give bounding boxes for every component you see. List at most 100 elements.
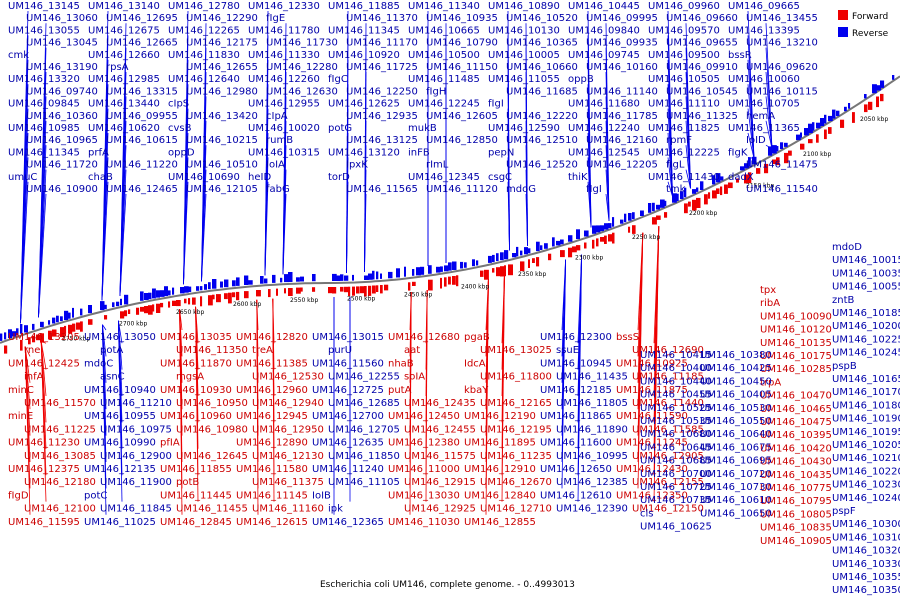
forward-leader-line: [24, 346, 31, 357]
reverse-leader-line: [667, 181, 673, 197]
reverse-gene-block: [236, 277, 240, 286]
reverse-gene-block: [120, 298, 122, 306]
forward-gene-block: [20, 339, 23, 351]
reverse-gene-label: UM146_11370: [346, 13, 418, 24]
reverse-gene-block: [8, 329, 12, 338]
reverse-gene-block: [656, 204, 661, 210]
reverse-leader-line: [685, 120, 691, 189]
map-caption: Escherichia coli UM146, complete genome.…: [320, 580, 575, 590]
reverse-gene-label: UM146_10685: [640, 456, 712, 467]
reverse-gene-block: [260, 276, 264, 284]
reverse-gene-label: UM146_12205: [586, 160, 658, 171]
reverse-gene-block: [12, 331, 16, 337]
reverse-gene-block: [472, 259, 475, 267]
forward-gene-block: [868, 101, 873, 110]
reverse-gene-block: [632, 212, 635, 220]
forward-gene-label: UM146_11800: [480, 372, 552, 383]
forward-gene-label: UM146_12530: [252, 372, 324, 383]
reverse-gene-block: [652, 202, 655, 212]
reverse-gene-block: [628, 213, 632, 221]
forward-gene-block: [756, 168, 761, 174]
forward-gene-label: UM146_10285: [760, 364, 832, 375]
reverse-gene-block: [4, 332, 7, 340]
forward-gene-label: tpx: [760, 285, 776, 296]
reverse-gene-label: UM146_12255: [328, 372, 400, 383]
reverse-leader-line: [201, 193, 207, 282]
reverse-gene-label: UM146_12625: [328, 99, 400, 110]
forward-gene-block: [428, 279, 433, 291]
reverse-gene-label: cvsB: [168, 123, 192, 134]
reverse-gene-block: [396, 268, 400, 278]
forward-gene-block: [76, 322, 81, 330]
reverse-gene-block: [388, 271, 393, 279]
forward-gene-block: [692, 199, 697, 211]
forward-gene-label: UM146_12165: [480, 398, 552, 409]
reverse-gene-label: UM146_10790: [426, 38, 498, 49]
forward-gene-label: potB: [176, 477, 199, 488]
reverse-leader-line: [346, 181, 349, 273]
reverse-gene-label: UM146_10220: [832, 466, 900, 477]
reverse-gene-label: UM146_12675: [88, 25, 160, 36]
reverse-gene-block: [716, 173, 721, 183]
reverse-gene-label: UM146_11805: [556, 398, 628, 409]
scale-tick-label: 2150 kbp: [746, 182, 774, 189]
reverse-gene-block: [560, 239, 564, 245]
reverse-leader-line: [183, 181, 189, 285]
reverse-gene-block: [488, 255, 492, 263]
reverse-gene-label: UM146_09935: [586, 38, 658, 49]
forward-gene-label: UM146_11445: [160, 490, 232, 501]
forward-gene-block: [72, 323, 76, 332]
reverse-gene-block: [40, 321, 44, 328]
reverse-gene-label: UM146_10005: [488, 50, 560, 61]
reverse-gene-label: rpmF: [666, 135, 692, 146]
forward-gene-label: UM146_11000: [388, 464, 460, 475]
reverse-gene-label: UM146_12250: [346, 86, 418, 97]
reverse-gene-label: IoIB: [312, 490, 331, 501]
reverse-gene-block: [344, 275, 349, 281]
reverse-leader-line: [685, 169, 691, 189]
reverse-gene-block: [700, 181, 704, 190]
reverse-gene-label: UM146_10620: [88, 123, 160, 134]
reverse-gene-block: [880, 80, 885, 88]
forward-gene-label: UM146_10395: [760, 430, 832, 441]
reverse-gene-block: [440, 266, 443, 272]
reverse-gene-block: [372, 270, 375, 280]
reverse-gene-block: [88, 305, 92, 314]
forward-gene-label: UM146_11350: [176, 345, 248, 356]
forward-gene-block: [408, 282, 411, 291]
forward-leader-line: [179, 308, 183, 515]
reverse-gene-block: [648, 203, 652, 213]
reverse-gene-label: UM146_10920: [328, 50, 400, 61]
reverse-leader-line: [507, 181, 510, 251]
forward-leader-line: [118, 320, 123, 502]
reverse-leader-line: [525, 193, 528, 246]
reverse-gene-label: UM146_11435: [556, 372, 628, 383]
forward-gene-block: [572, 246, 577, 253]
forward-gene-block: [120, 311, 125, 319]
reverse-gene-label: UM146_11885: [328, 1, 400, 12]
reverse-gene-label: ipk: [328, 504, 343, 515]
reverse-gene-label: UM146_10350: [832, 585, 900, 596]
reverse-leader-line: [747, 132, 755, 159]
forward-gene-block: [228, 292, 232, 304]
forward-gene-label: UM146_10905: [760, 536, 832, 547]
reverse-gene-label: UM146_10230: [832, 480, 900, 491]
forward-gene-label: UM146_12150: [632, 504, 704, 515]
reverse-gene-label: UM146_10690: [168, 172, 240, 183]
reverse-gene-block: [780, 142, 784, 150]
reverse-gene-label: fabG: [266, 184, 290, 195]
reverse-gene-block: [784, 142, 788, 147]
forward-leader-line: [24, 346, 31, 515]
genome-backbone: [0, 75, 900, 344]
forward-gene-label: UM146_12350: [616, 490, 688, 501]
reverse-gene-label: UM146_11600: [540, 438, 612, 449]
forward-gene-label: UM146_10465: [760, 404, 832, 415]
forward-gene-label: aat: [404, 345, 420, 356]
forward-gene-block: [236, 291, 240, 301]
forward-gene-block: [568, 247, 573, 258]
reverse-gene-block: [604, 223, 609, 230]
reverse-gene-block: [64, 310, 69, 320]
forward-gene-label: UM146_10175: [760, 351, 832, 362]
forward-gene-block: [688, 201, 691, 207]
forward-gene-label: UM146_12680: [388, 332, 460, 343]
